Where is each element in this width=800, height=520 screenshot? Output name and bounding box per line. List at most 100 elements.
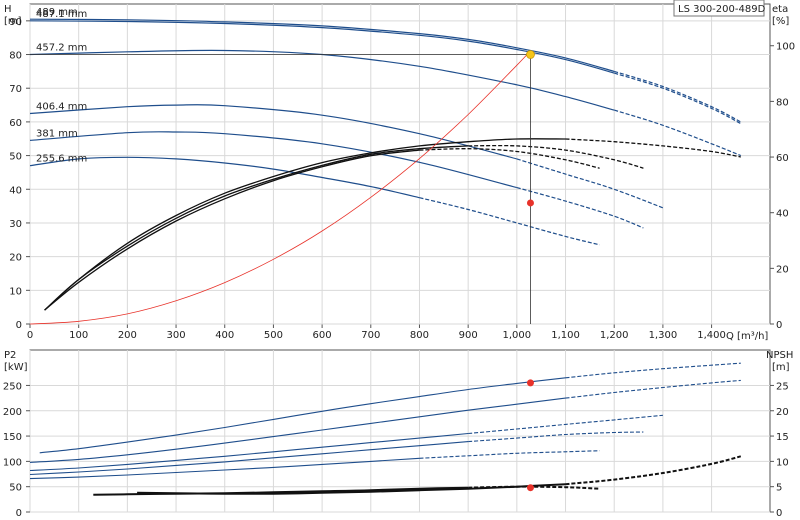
eta-curve-tail-7 xyxy=(468,144,644,169)
x-axis-label: Q [m³/h] xyxy=(726,331,768,342)
y-tick-label: 10 xyxy=(9,286,22,297)
y-tick-label: 20 xyxy=(9,253,22,264)
duty-point-power xyxy=(526,379,534,387)
y-tick-label: 90 xyxy=(9,17,22,28)
x-tick-label: 600 xyxy=(313,330,332,341)
duty-markers xyxy=(30,50,535,492)
y2-tick-label: 10 xyxy=(776,457,789,468)
x-tick-label: 1,400 xyxy=(697,330,726,341)
y2-axis-unit-top: [%] xyxy=(772,16,789,27)
y2-tick-label: 5 xyxy=(776,483,782,494)
power-curve-3 xyxy=(29,441,469,476)
power-curve-2 xyxy=(29,432,469,472)
x-tick-label: 500 xyxy=(264,330,283,341)
curve-label-0: 489 mm xyxy=(36,7,78,18)
head-curve-tail-1 xyxy=(614,72,742,125)
y-axis-unit-bottom: [kW] xyxy=(4,362,28,373)
y2-tick-label: 60 xyxy=(776,153,789,164)
y-tick-label: 40 xyxy=(9,185,22,196)
power-curves xyxy=(29,362,742,496)
power-curve-tail-4 xyxy=(419,450,600,459)
y2-tick-label: 15 xyxy=(776,432,789,443)
y-axis-label-bottom: P2 xyxy=(4,350,16,361)
y-tick-label: 70 xyxy=(9,84,22,95)
x-tick-label: 100 xyxy=(69,330,88,341)
duty-point-head xyxy=(526,50,535,59)
curve-label-1: 487.1 mm xyxy=(36,9,87,20)
y-axis-label-top: H xyxy=(4,4,12,15)
curve-label-3: 406.4 mm xyxy=(36,101,87,112)
y-tick-label: 50 xyxy=(9,483,22,494)
y-tick-label: 80 xyxy=(9,51,22,62)
head-curve-0 xyxy=(29,18,615,72)
y2-tick-label: 0 xyxy=(776,320,782,331)
y-tick-label: 250 xyxy=(3,381,22,392)
power-curve-4 xyxy=(29,457,420,480)
head-curve-tail-4 xyxy=(516,187,644,229)
y2-tick-label: 20 xyxy=(776,264,789,275)
power-curve-tail-0 xyxy=(565,362,741,379)
x-tick-label: 200 xyxy=(118,330,137,341)
x-tick-label: 800 xyxy=(410,330,429,341)
power-curve-1 xyxy=(29,397,566,463)
y-tick-label: 0 xyxy=(16,320,22,331)
y-tick-label: 200 xyxy=(3,407,22,418)
head-curve-tail-5 xyxy=(419,197,600,246)
power-curve-tail-2 xyxy=(468,414,663,435)
system-curve-9 xyxy=(29,50,531,325)
head-curve-tail-2 xyxy=(614,109,742,157)
x-tick-label: 400 xyxy=(215,330,234,341)
head-curve-1 xyxy=(29,20,615,74)
curve-label-4: 381 mm xyxy=(36,128,78,139)
power-curve-0 xyxy=(39,377,566,454)
curve-label-2: 457.2 mm xyxy=(36,43,87,54)
y-tick-label: 150 xyxy=(3,432,22,443)
model-label: LS 300-200-489D xyxy=(678,4,766,15)
y-tick-label: 30 xyxy=(9,219,22,230)
x-tick-label: 0 xyxy=(27,330,33,341)
x-tick-label: 700 xyxy=(361,330,380,341)
head-curve-2 xyxy=(29,49,615,111)
power-grid: 0 50 100 150 200 250 0 5 10 15 20 25 xyxy=(3,350,789,519)
head-curve-5 xyxy=(29,156,420,199)
x-tick-label: 900 xyxy=(459,330,478,341)
y-tick-label: 50 xyxy=(9,152,22,163)
head-curve-4 xyxy=(29,131,517,189)
y-axis-unit-top: [m] xyxy=(4,16,22,27)
head-curve-3 xyxy=(29,104,517,160)
duty-point-npsh xyxy=(526,484,534,492)
y2-axis-unit-bottom: [m] xyxy=(772,362,790,373)
curve-label-5: 255.6 mm xyxy=(36,154,87,165)
eta-curve-tail-6 xyxy=(565,138,741,158)
y2-axis-label-bottom: NPSH xyxy=(766,350,793,361)
y-tick-label: 60 xyxy=(9,118,22,129)
eta-curve-7 xyxy=(44,145,469,311)
npsh-curve-tail-6 xyxy=(468,485,600,490)
npsh-curve-5 xyxy=(137,483,566,495)
y2-tick-label: 40 xyxy=(776,209,789,220)
y2-tick-label: 20 xyxy=(776,407,789,418)
y-tick-label: 100 xyxy=(3,457,22,468)
npsh-curve-tail-5 xyxy=(565,455,742,486)
head-grid: 0 100 200 300 400 500 600 700 800 900 1,000 1,100 1,… xyxy=(9,4,795,341)
x-tick-label: 1,000 xyxy=(503,330,532,341)
x-tick-label: 1,100 xyxy=(551,330,580,341)
y2-tick-label: 25 xyxy=(776,381,789,392)
x-tick-label: 1,300 xyxy=(649,330,678,341)
y2-tick-label: 100 xyxy=(776,42,795,53)
y2-tick-label: 80 xyxy=(776,97,789,108)
duty-point-eta xyxy=(526,199,534,207)
eta-curve-6 xyxy=(44,138,566,311)
eta-curve-8 xyxy=(44,149,420,311)
head-curve-tail-0 xyxy=(614,70,742,123)
y2-axis-label-top: eta xyxy=(772,4,788,15)
power-curve-tail-1 xyxy=(565,379,741,399)
x-tick-label: 1,200 xyxy=(600,330,629,341)
npsh-curve-6 xyxy=(93,486,469,496)
x-tick-label: 300 xyxy=(167,330,186,341)
y-tick-label: 0 xyxy=(16,508,22,519)
power-chart-frame xyxy=(29,349,771,513)
power-curve-tail-3 xyxy=(468,431,644,443)
